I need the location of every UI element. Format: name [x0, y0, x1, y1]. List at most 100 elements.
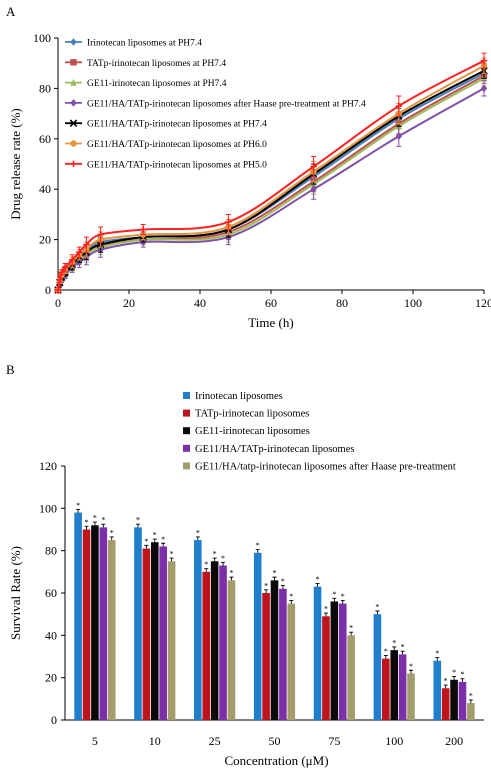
significance-star: * — [324, 605, 328, 614]
significance-star: * — [204, 560, 208, 569]
error-bar — [195, 536, 200, 541]
error-bar — [392, 646, 397, 651]
error-bar — [221, 561, 226, 566]
legend-item: GE11/HA/tatp-irinotecan liposomes after … — [183, 461, 456, 472]
error-bar — [92, 521, 97, 526]
error-bar — [204, 568, 209, 572]
error-bar — [135, 523, 140, 528]
bar — [167, 561, 176, 720]
legend-label: GE11/HA/TATp-irinotecan liposomes — [195, 444, 354, 455]
significance-star: * — [444, 677, 448, 686]
data-point — [97, 231, 104, 238]
x-tick-label: 5 — [92, 734, 98, 748]
significance-star: * — [110, 528, 114, 537]
significance-star: * — [101, 516, 105, 525]
bar — [270, 580, 279, 720]
legend-swatch — [183, 392, 190, 399]
legend-swatch-marker — [70, 99, 77, 107]
legend-label: GE11/HA/tatp-irinotecan liposomes after … — [195, 461, 456, 472]
significance-star: * — [221, 554, 225, 563]
legend-label: GE11/HA/TATp-irinotecan liposomes at PH5… — [87, 160, 267, 170]
legend-b: Irinotecan liposomes TATp-irinotecan lipo… — [183, 391, 456, 472]
significance-star: * — [452, 668, 456, 677]
error-bar — [144, 544, 149, 549]
legend-item: TATp-irinotecan liposomes at PH7.4 — [65, 59, 226, 69]
legend-item: GE11/HA/TATp-irinotecan liposomes at PH6… — [65, 140, 267, 150]
y-tick-label: 20 — [39, 233, 51, 247]
bar — [441, 688, 450, 720]
legend-swatch-marker — [69, 119, 78, 127]
bar — [322, 616, 330, 720]
data-point — [310, 185, 317, 193]
error-bar — [264, 589, 269, 593]
series-line — [57, 87, 485, 291]
x-tick-label: 25 — [209, 734, 221, 748]
error-bar — [161, 542, 166, 547]
significance-star: * — [435, 649, 439, 658]
bar — [74, 512, 82, 720]
error-bar — [229, 576, 234, 581]
bar — [338, 603, 347, 720]
significance-star: * — [85, 518, 89, 527]
data-point — [480, 84, 488, 93]
legend-label: GE11/HA/TATp-irinotecan liposomes at PH6… — [87, 140, 267, 150]
panel-a-label: A — [6, 4, 16, 19]
x-tick-label: 10 — [149, 734, 161, 748]
bar — [159, 546, 167, 720]
error-bar — [109, 536, 114, 541]
significance-star: * — [196, 528, 200, 537]
legend-swatch — [183, 427, 190, 435]
significance-star: * — [281, 577, 285, 586]
bar-series-1: * * * * * * * — [74, 501, 442, 720]
data-point — [225, 218, 232, 226]
bar — [262, 593, 270, 720]
error-bar — [460, 678, 465, 682]
bar — [330, 601, 339, 720]
bar — [219, 565, 227, 720]
legend-label: GE11-irinotecan liposomes — [195, 426, 310, 437]
error-bar — [289, 599, 294, 604]
data-point — [58, 269, 65, 276]
x-axis-title: Time (h) — [248, 315, 293, 330]
data-point — [395, 102, 402, 110]
significance-star: * — [144, 537, 148, 546]
x-tick-label: 20 — [123, 296, 135, 310]
bar — [99, 527, 108, 720]
x-axis-title: Concentration (μM) — [224, 753, 328, 768]
bar — [433, 660, 442, 720]
significance-star: * — [170, 550, 174, 559]
y-tick-label: 60 — [45, 586, 57, 600]
significance-star: * — [469, 691, 473, 700]
bar — [458, 681, 467, 720]
significance-star: * — [384, 647, 388, 656]
significance-star: * — [229, 569, 233, 578]
error-bar — [169, 557, 174, 562]
series-7 — [54, 52, 488, 294]
legend-swatch-marker — [70, 59, 77, 66]
bar — [390, 650, 399, 720]
legend-item: GE11-irinotecan liposomes — [183, 426, 310, 437]
legend-a: Irinotecan liposomes at PH7.4 TATp-irinot… — [65, 38, 366, 170]
error-bar — [375, 610, 380, 615]
error-bar — [84, 525, 89, 530]
error-bar — [340, 599, 345, 604]
error-bar — [468, 699, 473, 704]
significance-star: * — [401, 643, 405, 652]
data-point — [69, 256, 76, 263]
x-tick-label: 50 — [269, 734, 281, 748]
bar-series-4: * * * * * * * — [99, 516, 467, 720]
legend-label: GE11/HA/TATp-irinotecan liposomes after … — [87, 98, 366, 109]
error-bar — [101, 523, 106, 528]
panel-b-label: B — [6, 362, 15, 377]
bar — [373, 614, 382, 720]
legend-swatch-marker — [70, 140, 77, 147]
error-bar — [383, 654, 388, 659]
bar — [82, 529, 91, 720]
bar — [382, 658, 390, 720]
y-tick-label: 80 — [45, 544, 57, 558]
legend-label: TATp-irinotecan liposomes — [195, 409, 309, 420]
legend-item: GE11/HA/TATp-irinotecan liposomes at PH5… — [65, 160, 267, 170]
x-tick-label: 75 — [328, 734, 340, 748]
error-bar — [400, 650, 405, 655]
chart-b-survival-rate: 0 20 40 60 80 100 120 5 10 25 50 75 100 200 Concentrat… — [8, 391, 484, 768]
